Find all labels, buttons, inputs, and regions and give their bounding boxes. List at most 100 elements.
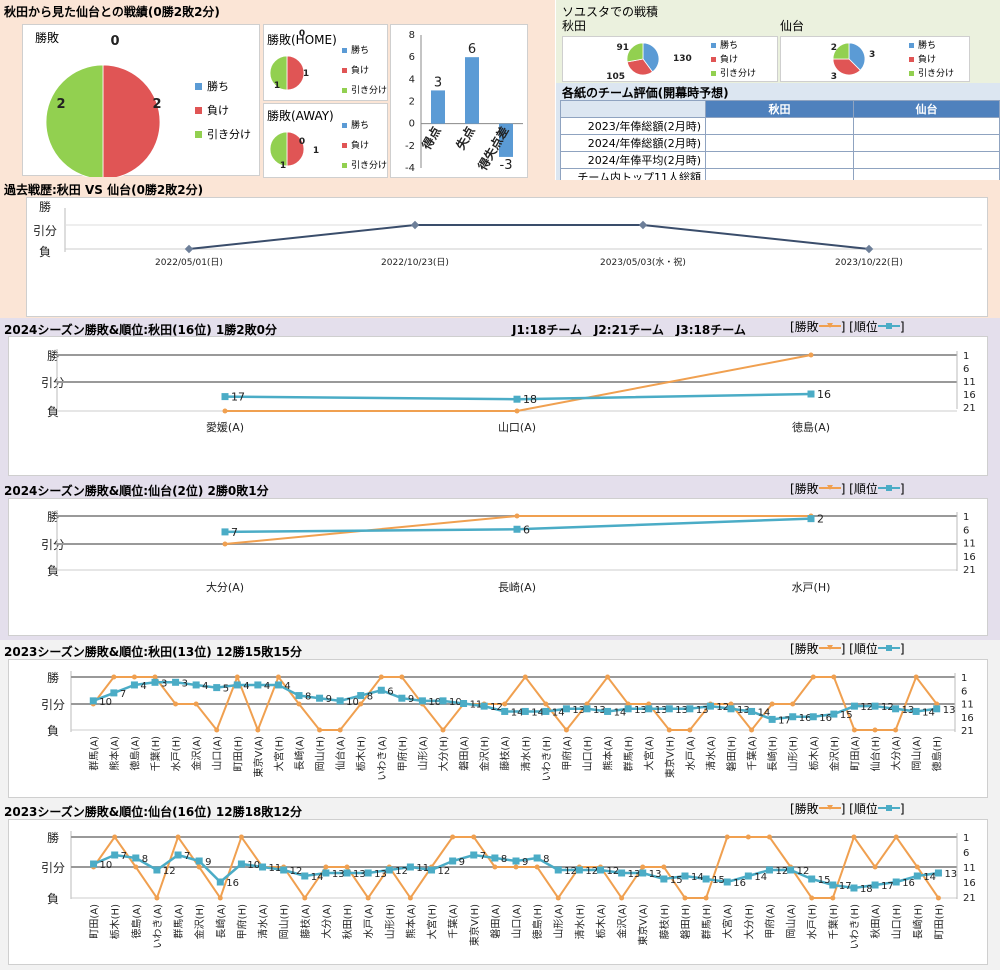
pie-label: 1 xyxy=(280,161,286,171)
season-x-label: 山形(H) xyxy=(788,736,800,771)
season-rank-point xyxy=(174,851,182,859)
season-rank-label: 13 xyxy=(572,705,585,716)
overall-pie-chart: 0 2 2 xyxy=(45,34,162,177)
season-x-label: 長崎(H) xyxy=(911,904,924,939)
season-x-label: 大分(A) xyxy=(890,736,903,771)
season-rank-point xyxy=(192,681,200,689)
season-rank-label: 8 xyxy=(501,854,507,865)
season-rank-label: 13 xyxy=(332,869,345,880)
season-rank-tick: 16 xyxy=(963,878,976,889)
legend-lose: 負け xyxy=(195,102,251,118)
season-rank-point xyxy=(744,872,752,880)
home-pie-legend: 勝ち 負け 引き分け xyxy=(342,41,387,101)
season-x-label: 仙台(H) xyxy=(869,736,882,771)
evaluation-title: 各紙のチーム評価(開幕時予想) xyxy=(562,86,729,100)
season-y-label: 負 xyxy=(47,724,59,738)
season-x-label: 東京V(H) xyxy=(468,904,481,946)
season-result-point xyxy=(851,727,857,733)
sosuta-sendai-pie: 3 3 2 xyxy=(831,42,875,82)
season-rank-label: 12 xyxy=(797,866,810,877)
sosuta-akita-legend: 勝ち 負け 引き分け xyxy=(711,39,756,81)
season-result-point xyxy=(175,834,181,840)
season-y-label: 負 xyxy=(47,405,59,419)
s2024-sendai-legend: [勝敗] [順位] xyxy=(790,482,905,496)
season-rank-point xyxy=(274,681,282,689)
season-rank-point xyxy=(645,705,653,713)
season-x-label: 山口(H) xyxy=(891,904,903,939)
season-rank-point xyxy=(933,705,941,713)
season-rank-label: 7 xyxy=(231,526,238,539)
season-rank-point xyxy=(892,705,900,713)
home-pie-card: 勝敗(HOME) 0 1 1 勝ち 負け 引き分け xyxy=(263,24,388,101)
history-x-label: 2023/10/22(日) xyxy=(835,257,903,268)
overall-pie-card: 勝敗 0 2 2 勝ち 負け 引き分け xyxy=(22,24,260,177)
history-point xyxy=(638,220,648,230)
season-rank-label: 9 xyxy=(205,857,211,868)
season-x-label: 金沢(H) xyxy=(478,736,491,771)
pie-label: 105 xyxy=(606,72,625,82)
season-result-point xyxy=(337,727,343,733)
season-rank-point xyxy=(501,707,509,715)
season-rank-label: 12 xyxy=(775,866,788,877)
season-rank-label: 13 xyxy=(737,705,750,716)
season-rank-label: 13 xyxy=(634,705,647,716)
season-rank-label: 17 xyxy=(881,881,894,892)
season-rank-point xyxy=(418,697,426,705)
season-rank-point xyxy=(470,851,478,859)
season-x-label: 山口(A) xyxy=(498,421,536,434)
season-x-label: 山口(A) xyxy=(511,904,523,939)
season-rank-label: 12 xyxy=(716,702,729,713)
season-rank-label: 12 xyxy=(860,702,873,713)
season-result-point xyxy=(619,895,625,901)
evaluation-cell xyxy=(853,151,1000,169)
season-result-point xyxy=(703,895,709,901)
pie-label: 0 xyxy=(299,137,305,147)
season-rank-label: 7 xyxy=(120,689,126,700)
season-x-label: 藤枝(A) xyxy=(499,736,512,771)
season-result-point xyxy=(646,701,652,707)
season-result-point xyxy=(399,674,405,680)
season-rank-point xyxy=(871,702,879,710)
season-rank-label: 16 xyxy=(819,713,832,724)
season-x-label: 東京V(A) xyxy=(637,904,650,946)
season-rank-point xyxy=(533,854,541,862)
season-rank-label: 16 xyxy=(902,878,915,889)
season-rank-point xyxy=(787,866,795,874)
season-x-label: 清水(A) xyxy=(704,736,717,771)
season-rank-point xyxy=(596,866,604,874)
season-rank-point xyxy=(213,684,221,692)
season-x-label: 徳島(A) xyxy=(792,420,830,434)
season-x-label: 町田(H) xyxy=(233,736,244,771)
season-x-label: 大宮(A) xyxy=(721,904,734,939)
season-rank-point xyxy=(195,857,203,865)
evaluation-header-sendai: 仙台 xyxy=(853,100,1000,118)
pie-label: 1 xyxy=(303,69,309,79)
season-rank-point xyxy=(233,681,241,689)
season-rank-label: 13 xyxy=(943,705,956,716)
season-rank-point xyxy=(259,863,267,871)
season-result-point xyxy=(492,864,498,870)
season-rank-point xyxy=(237,860,245,868)
season-rank-point xyxy=(934,869,942,877)
home-pie-chart: 0 1 1 xyxy=(269,29,309,91)
evaluation-row-label: 2024/年俸総額(2月時) xyxy=(560,134,706,152)
season-rank-label: 12 xyxy=(564,866,577,877)
season-rank-tick: 6 xyxy=(961,686,967,697)
s2023-sendai-title: 2023シーズン勝敗&順位:仙台(16位) 12勝18敗12分 xyxy=(4,805,303,819)
season-rank-point xyxy=(385,866,393,874)
season-result-point xyxy=(745,834,751,840)
season-rank-label: 13 xyxy=(655,705,668,716)
season-rank-point xyxy=(130,681,138,689)
season-result-point xyxy=(513,864,519,870)
season-rank-tick: 1 xyxy=(963,351,969,362)
season-result-point xyxy=(296,701,302,707)
season-x-label: 長崎(H) xyxy=(766,736,779,771)
s2024-akita-note: J1:18チーム J2:21チーム J3:18チーム xyxy=(512,323,746,337)
season-rank-point xyxy=(491,854,499,862)
season-result-point xyxy=(275,674,281,680)
season-rank-point xyxy=(913,872,921,880)
season-result-point xyxy=(238,834,244,840)
season-result-point xyxy=(584,701,590,707)
season-rank-label: 12 xyxy=(490,702,503,713)
season-result-point xyxy=(131,674,137,680)
